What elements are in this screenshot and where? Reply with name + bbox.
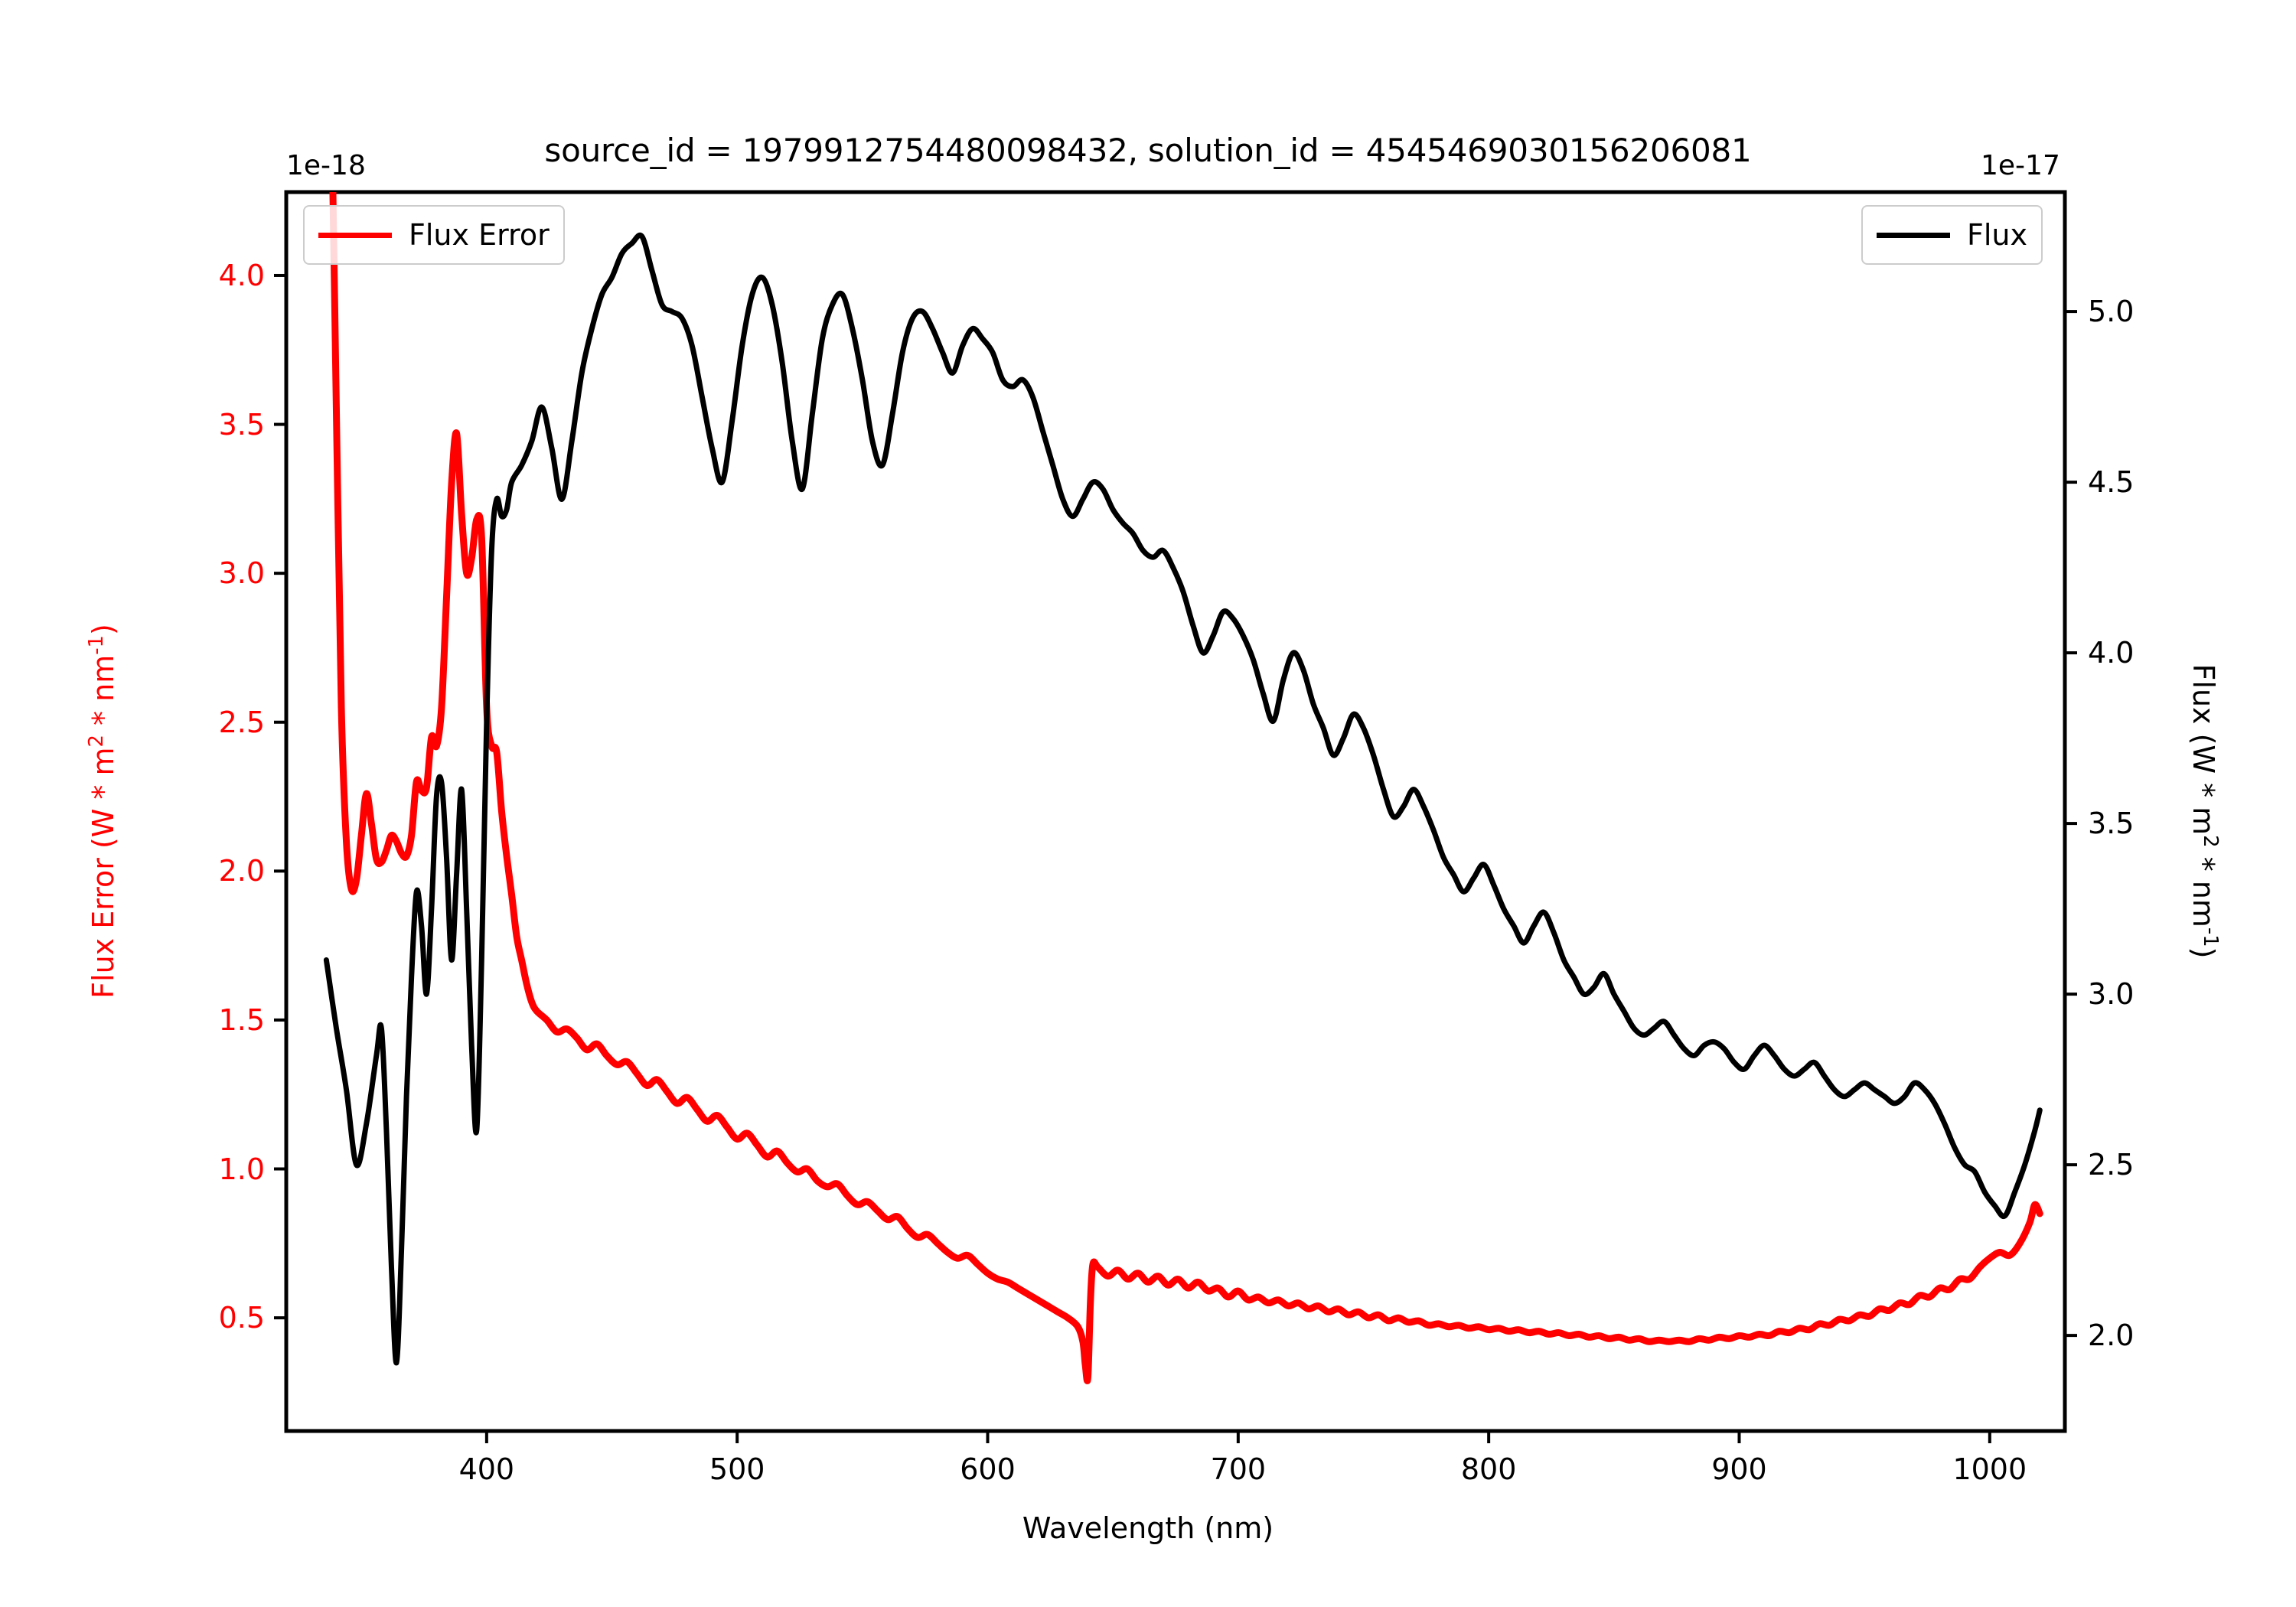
- right-axis-label-sup1: 2: [2198, 835, 2222, 848]
- right-axis-label-sup2: -1: [2198, 927, 2222, 947]
- legend-flux-error[interactable]: Flux Error: [303, 205, 565, 265]
- left-axis-label-p3: ): [86, 624, 120, 636]
- left-axis-offset-text: 1e-18: [286, 150, 366, 181]
- legend-flux-swatch: [1877, 232, 1950, 238]
- x-tick-label: 800: [1460, 1452, 1517, 1486]
- right-tick-label: 4.0: [2088, 636, 2135, 670]
- x-tick-label: 400: [458, 1452, 515, 1486]
- right-tick-label: 5.0: [2088, 295, 2135, 329]
- right-axis-label-p1: Flux (W * m: [2187, 663, 2221, 836]
- left-axis-label-p1: Flux Error (W * m: [86, 747, 120, 999]
- legend-flux-error-label: Flux Error: [409, 218, 550, 252]
- left-tick-label: 3.0: [218, 556, 265, 591]
- left-axis-label-sup1: 2: [85, 735, 109, 748]
- left-tick-label: 3.5: [218, 407, 265, 442]
- right-axis-ticks: [2065, 310, 2077, 1338]
- legend-flux-error-swatch: [318, 232, 392, 238]
- x-axis-label: Wavelength (nm): [1022, 1511, 1274, 1545]
- page-title: source_id = 1979912754480098432, solutio…: [544, 132, 1752, 169]
- x-tick-label: 1000: [1952, 1452, 2027, 1486]
- left-axis-label: Flux Error (W * m2 * nm-1): [85, 467, 120, 1156]
- left-axis-ticks: [274, 273, 286, 1320]
- right-axis-label: Flux (W * m2 * nm-1): [2187, 467, 2222, 1156]
- left-tick-label: 2.0: [218, 854, 265, 888]
- plot-frame: [284, 190, 2067, 1433]
- legend-flux[interactable]: Flux: [1861, 205, 2043, 265]
- flux-curve: [323, 232, 2043, 1366]
- right-tick-label: 3.0: [2088, 977, 2135, 1012]
- x-tick-label: 900: [1711, 1452, 1767, 1486]
- x-tick-label: 500: [709, 1452, 765, 1486]
- right-tick-label: 2.5: [2088, 1148, 2135, 1182]
- x-tick-label: 700: [1210, 1452, 1267, 1486]
- left-axis-label-p2: * nm: [86, 654, 120, 735]
- left-tick-label: 0.5: [218, 1301, 265, 1335]
- right-axis-label-p3: ): [2187, 947, 2221, 959]
- x-tick-label: 600: [960, 1452, 1016, 1486]
- right-axis-label-p2: * nm: [2187, 847, 2221, 927]
- right-tick-label: 3.5: [2088, 807, 2135, 841]
- right-tick-label: 4.5: [2088, 465, 2135, 500]
- left-tick-label: 1.0: [218, 1152, 265, 1186]
- right-tick-label: 2.0: [2088, 1319, 2135, 1353]
- left-tick-label: 4.0: [218, 258, 265, 292]
- right-axis-offset-text: 1e-17: [1981, 150, 2060, 181]
- legend-flux-label: Flux: [1967, 218, 2027, 252]
- x-axis-ticks: [484, 1431, 1991, 1443]
- flux-error-curve: [329, 192, 2043, 1384]
- left-axis-label-sup2: -1: [85, 635, 109, 655]
- left-tick-label: 1.5: [218, 1002, 265, 1037]
- left-tick-label: 2.5: [218, 705, 265, 739]
